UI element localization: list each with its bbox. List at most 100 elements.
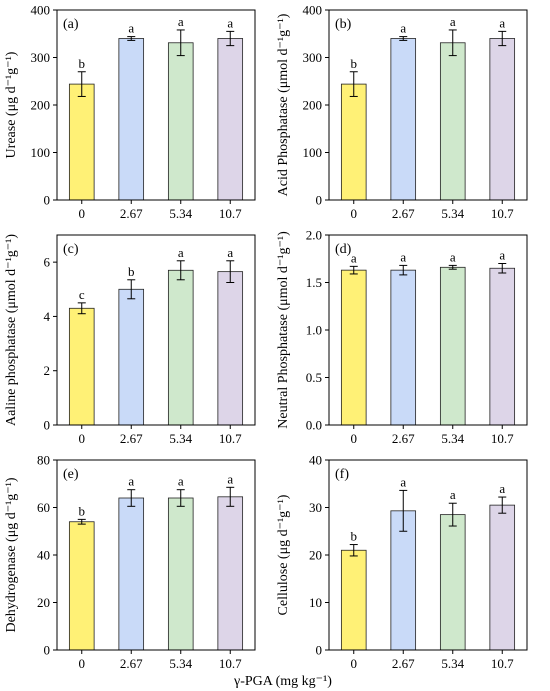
y-tick-label: 1.0 [306,323,322,338]
bar [167,42,194,201]
y-tick-label: 30 [309,500,322,515]
x-tick-label: 0 [351,431,358,446]
bar [68,307,95,426]
y-tick-label: 40 [309,453,322,468]
bar [489,38,516,201]
bar [68,521,95,651]
y-tick-label: 400 [303,3,323,18]
significance-letter: a [178,474,184,489]
significance-letter: b [79,503,86,518]
x-tick-label: 5.34 [441,656,464,671]
x-tick-label: 5.34 [169,656,192,671]
panels: b0a2.67a5.34a10.70100200300400(a)Urease … [4,3,528,671]
x-tick-label: 0 [79,431,86,446]
bar [489,267,516,426]
x-tick-label: 2.67 [120,431,143,446]
significance-letter: a [499,15,505,30]
y-tick-label: 20 [309,548,322,563]
x-tick-label: 10.7 [491,656,514,671]
y-axis-label: Urease (μg d⁻¹g⁻¹) [4,51,19,158]
x-tick-label: 2.67 [392,431,415,446]
plot-frame [56,234,256,426]
y-tick-label: 20 [37,595,50,610]
x-axis-label: γ-PGA (mg kg⁻¹) [233,674,332,689]
panel-label: (a) [63,17,79,32]
significance-letter: a [499,481,505,496]
panel-e: b 0 a 2.67 a 5.34 a 10.7 0 20 40 60 80 (e) Dehydrogena… [4,453,256,671]
bar [390,510,417,651]
y-tick-label: 200 [31,98,51,113]
x-tick-label: 10.7 [491,206,514,221]
significance-letter: b [79,56,86,71]
panel-label: (d) [335,242,352,257]
x-tick-label: 0 [79,656,86,671]
y-tick-label: 0 [44,193,51,208]
significance-letter: a [128,474,134,489]
x-tick-label: 0 [79,206,86,221]
y-tick-label: 60 [37,500,50,515]
significance-letter: a [400,21,406,36]
bar [439,514,466,651]
significance-letter: a [128,21,134,36]
significance-letter: a [178,245,184,260]
panel-b: b 0 a 2.67 a 5.34 a 10.7 0 100 200 300 400 (b) Acid Ph… [276,3,528,221]
y-axis-label: Acid Phosphatase (μmol d⁻¹g⁻¹) [276,13,291,196]
y-tick-label: 0 [316,643,323,658]
x-tick-label: 2.67 [392,206,415,221]
significance-letter: a [450,249,456,264]
bar [390,269,417,426]
bar [217,38,244,201]
y-tick-label: 400 [31,3,51,18]
x-tick-label: 5.34 [441,431,464,446]
x-tick-label: 5.34 [441,206,464,221]
y-tick-label: 2 [44,363,51,378]
bar [118,288,145,426]
bar [217,271,244,426]
significance-letter: c [79,287,85,302]
y-tick-label: 300 [31,50,51,65]
y-tick-label: 300 [303,50,323,65]
bar [217,496,244,651]
plot-frame [328,234,528,426]
plot-frame [56,9,256,201]
x-tick-label: 5.34 [169,431,192,446]
y-tick-label: 2.0 [306,228,322,243]
bar [439,42,466,201]
plot-frame [328,9,528,201]
y-tick-label: 10 [309,595,322,610]
panel-a: b 0 a 2.67 a 5.34 a 10.7 0 100 200 300 400 (a) Urease … [4,3,256,221]
y-tick-label: 0.0 [306,418,322,433]
y-tick-label: 1.5 [306,275,322,290]
y-tick-label: 0.5 [306,370,322,385]
panel-c: c 0 b 2.67 a 5.34 a 10.7 0 2 4 6 (c) Aaline phosphata… [4,234,256,446]
y-tick-label: 0 [316,193,323,208]
bar [439,266,466,426]
plot-frame [56,459,256,651]
y-tick-label: 0 [44,418,51,433]
y-tick-label: 80 [37,453,50,468]
x-tick-label: 0 [351,206,358,221]
bar [118,38,145,201]
x-tick-label: 2.67 [120,206,143,221]
bar [340,83,367,201]
y-tick-label: 40 [37,548,50,563]
significance-letter: b [128,264,135,279]
y-axis-label: Dehydrogenase (μg d⁻¹g⁻¹) [4,477,19,632]
x-tick-label: 0 [351,656,358,671]
y-tick-label: 6 [44,255,51,270]
bar [340,269,367,426]
significance-letter: a [400,474,406,489]
y-axis-label: Aaline phosphatase (μmol d⁻¹g⁻¹) [4,234,19,426]
y-tick-label: 100 [303,145,323,160]
x-tick-label: 2.67 [120,656,143,671]
x-tick-label: 2.67 [392,656,415,671]
y-tick-label: 100 [31,145,51,160]
y-tick-label: 200 [303,98,323,113]
x-tick-label: 10.7 [491,431,514,446]
significance-letter: a [450,14,456,29]
y-tick-label: 0 [44,643,51,658]
panel-label: (c) [63,242,79,257]
panel-f: b 0 a 2.67 a 5.34 a 10.7 0 10 20 30 40 (f) Cellulose (… [276,453,528,671]
significance-letter: a [178,14,184,29]
